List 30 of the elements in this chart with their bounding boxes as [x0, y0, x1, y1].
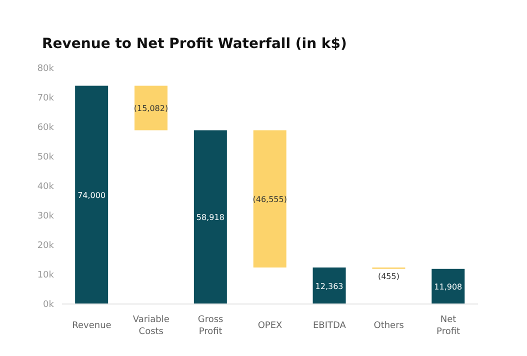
data-label: 58,918 — [196, 213, 224, 222]
bar — [312, 268, 346, 304]
y-tick-label: 50k — [37, 152, 55, 163]
bar — [134, 86, 168, 130]
y-tick-label: 60k — [37, 123, 55, 134]
y-tick-label: 20k — [37, 241, 55, 252]
bar — [432, 268, 465, 304]
x-tick-label: Net Profit — [436, 315, 460, 337]
data-label: 74,000 — [78, 190, 106, 200]
y-tick-label: 70k — [37, 94, 55, 104]
chart-title: Revenue to Net Profit Waterfall (in k$) — [41, 35, 348, 54]
x-tick-label: OPEX — [258, 321, 282, 331]
data-label: (455) — [378, 272, 400, 281]
data-label: 11,908 — [434, 282, 462, 292]
y-tick-label: 30k — [37, 212, 55, 222]
bar — [194, 130, 227, 304]
y-tick-label: 10k — [37, 270, 55, 281]
x-tick-label: Others — [374, 321, 404, 331]
data-label: (46,555) — [252, 194, 287, 204]
y-tick-label: 80k — [37, 64, 55, 74]
x-tick-label: Variable Costs — [132, 315, 170, 337]
y-tick-label: 0k — [43, 300, 55, 310]
data-label: (15,082) — [134, 104, 168, 113]
bar — [253, 130, 286, 268]
x-tick-label: Revenue — [72, 321, 112, 331]
data-label: 12,363 — [315, 282, 344, 291]
x-tick-label: Gross Profit — [198, 315, 224, 337]
bar — [75, 86, 108, 304]
x-tick-label: EBITDA — [312, 321, 347, 331]
y-tick-label: 40k — [37, 182, 55, 192]
